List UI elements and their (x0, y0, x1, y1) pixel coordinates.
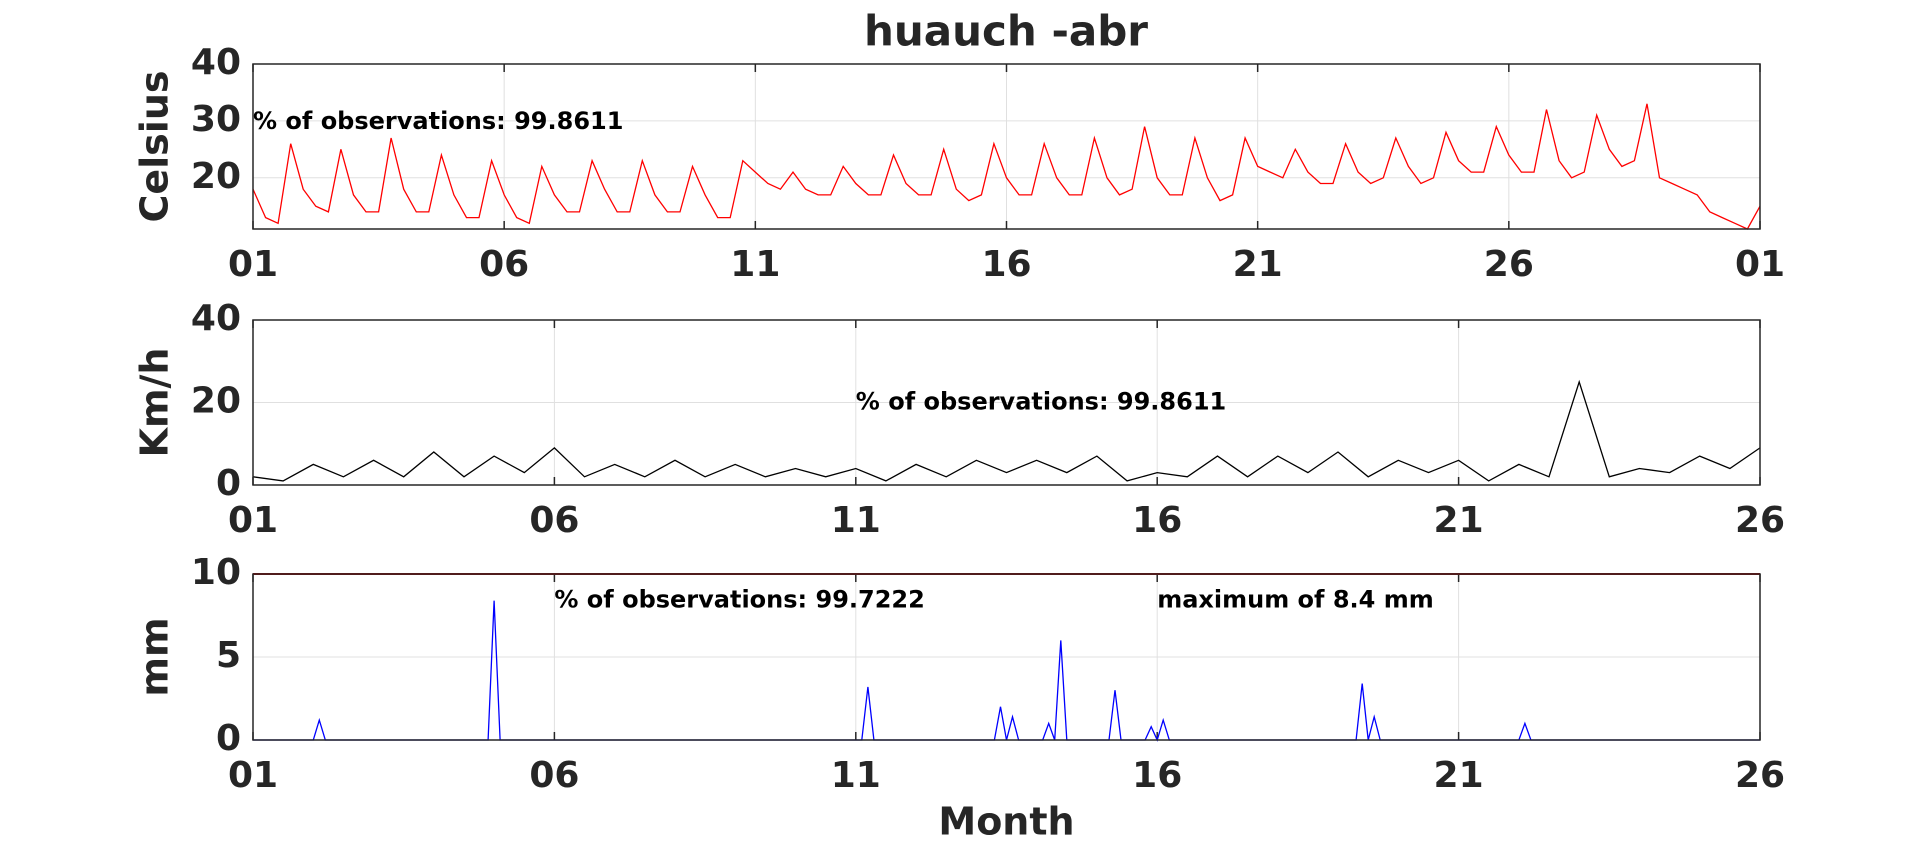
x-tick-label: 06 (479, 244, 529, 285)
x-tick-label: 21 (1434, 755, 1484, 796)
y-axis-label: mm (133, 617, 177, 696)
y-tick-label: 10 (191, 552, 241, 593)
x-tick-label: 26 (1735, 500, 1785, 541)
chart-title: huauch -abr (864, 7, 1148, 56)
axes-frame (252, 319, 1761, 486)
y-axis-label: Celsius (133, 71, 177, 223)
y-tick-label: 40 (191, 298, 241, 339)
y-tick-label: 20 (191, 381, 241, 422)
x-tick-label: 11 (831, 755, 881, 796)
x-tick-label: 16 (1132, 500, 1182, 541)
x-tick-label: 26 (1484, 244, 1534, 285)
annotation: % of observations: 99.7222 (554, 586, 924, 614)
annotation: maximum of 8.4 mm (1157, 586, 1434, 614)
y-tick-label: 40 (191, 42, 241, 83)
x-tick-label: 11 (730, 244, 780, 285)
y-tick-label: 30 (191, 99, 241, 140)
x-tick-label: 01 (228, 244, 278, 285)
x-tick-label: 21 (1434, 500, 1484, 541)
annotation: % of observations: 99.8611 (856, 388, 1226, 416)
annotation: % of observations: 99.8611 (253, 107, 623, 135)
x-tick-label: 01 (1735, 244, 1785, 285)
y-tick-label: 0 (216, 718, 241, 759)
x-tick-label: 06 (529, 755, 579, 796)
y-tick-label: 5 (216, 635, 241, 676)
x-tick-label: 16 (1132, 755, 1182, 796)
x-tick-label: 11 (831, 500, 881, 541)
x-tick-label: 06 (529, 500, 579, 541)
x-tick-label: 01 (228, 500, 278, 541)
x-axis-label: Month (938, 800, 1074, 841)
y-tick-label: 0 (216, 463, 241, 504)
data-line (252, 379, 1761, 482)
axes-frame (252, 573, 1761, 741)
x-tick-label: 16 (981, 244, 1031, 285)
axes-frame (252, 63, 1761, 230)
x-tick-label: 01 (228, 755, 278, 796)
x-tick-label: 26 (1735, 755, 1785, 796)
data-line (252, 103, 1761, 230)
y-axis-label: Km/h (133, 348, 177, 458)
y-tick-label: 20 (191, 156, 241, 197)
x-tick-label: 21 (1233, 244, 1283, 285)
